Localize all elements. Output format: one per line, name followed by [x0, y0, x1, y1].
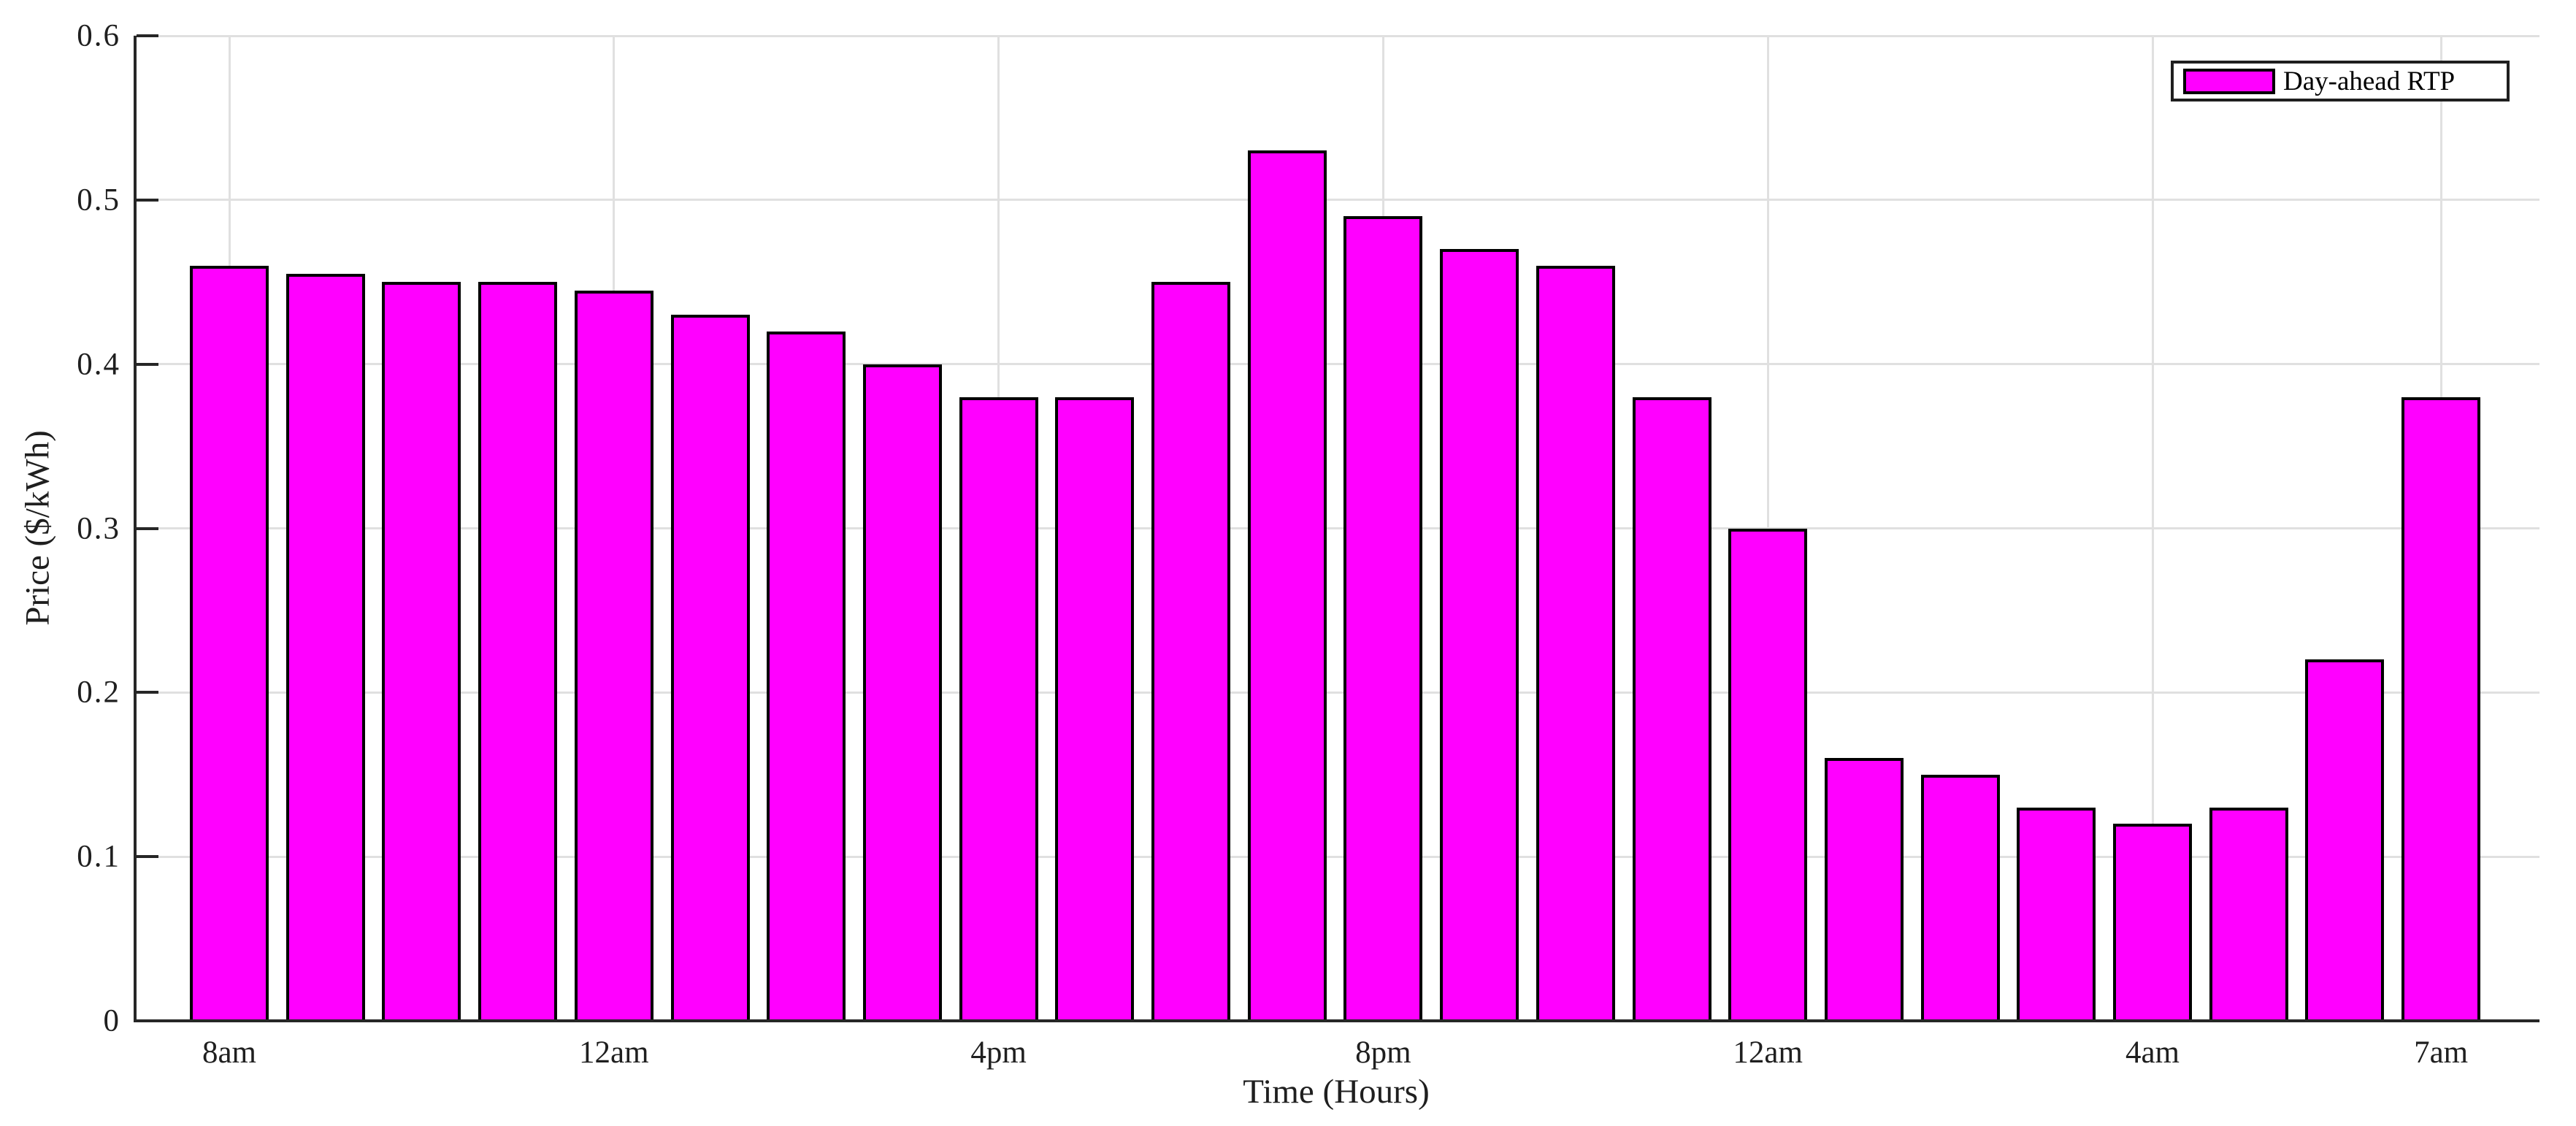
bar-8am	[190, 266, 269, 1022]
y-tick-mark-0.6	[137, 34, 158, 38]
h-gridline-0.3	[134, 527, 2539, 529]
y-tick-label-0.4: 0.4	[77, 347, 120, 382]
v-gridline-4am	[2151, 36, 2154, 1021]
bar-9am	[286, 274, 365, 1022]
y-tick-label-0: 0	[103, 1003, 120, 1038]
bar-2pm	[767, 332, 846, 1022]
bar-1pm	[671, 315, 750, 1022]
h-gridline-0.1	[134, 855, 2539, 858]
x-tick-label-4pm-8: 4pm	[970, 1035, 1027, 1070]
v-gridline-12am	[1766, 36, 1769, 1021]
y-tick-mark-0.1	[137, 855, 158, 859]
bar-6pm	[1151, 282, 1230, 1022]
bar-4pm	[959, 397, 1038, 1022]
x-tick-label-7am-23: 7am	[2414, 1035, 2469, 1070]
y-axis-line	[134, 36, 137, 1022]
y-tick-label-0.6: 0.6	[77, 18, 120, 53]
y-tick-label-0.5: 0.5	[77, 183, 120, 218]
y-tick-mark-0.5	[137, 198, 158, 202]
x-tick-label-8am-0: 8am	[202, 1035, 257, 1070]
x-axis-line	[134, 1019, 2539, 1022]
x-tick-label-4am-20: 4am	[2125, 1035, 2180, 1070]
x-tick-label-12am-4: 12am	[579, 1035, 649, 1070]
bar-12am	[575, 291, 653, 1022]
bar-1am	[1825, 758, 1904, 1022]
x-axis-title: Time (Hours)	[1243, 1073, 1430, 1111]
bar-3am	[2017, 808, 2096, 1022]
bar-10pm	[1536, 266, 1615, 1022]
bar-12am	[1728, 529, 1807, 1022]
y-axis-title: Price ($/kWh)	[18, 430, 57, 626]
h-gridline-0.4	[134, 363, 2539, 366]
bar-7pm	[1248, 150, 1327, 1022]
bar-10am	[382, 282, 461, 1022]
bar-7am	[2401, 397, 2480, 1022]
bar-3pm	[863, 364, 942, 1022]
bar-5pm	[1055, 397, 1134, 1022]
h-gridline-0.5	[134, 199, 2539, 202]
y-tick-label-0.3: 0.3	[77, 511, 120, 545]
h-gridline-0.6	[134, 34, 2539, 37]
bar-11pm	[1633, 397, 1711, 1022]
bar-8pm	[1343, 216, 1422, 1022]
bar-9pm	[1440, 249, 1519, 1022]
bar-6am	[2305, 659, 2384, 1022]
bar-5am	[2209, 808, 2288, 1022]
y-tick-mark-0.2	[137, 691, 158, 694]
y-tick-mark-0.3	[137, 526, 158, 530]
x-tick-label-8pm-12: 8pm	[1355, 1035, 1411, 1070]
bar-11am	[478, 282, 557, 1022]
y-tick-mark-0.4	[137, 362, 158, 366]
legend: Day-ahead RTP	[2171, 61, 2510, 102]
y-tick-label-0.2: 0.2	[77, 675, 120, 710]
x-tick-label-12am-16: 12am	[1733, 1035, 1803, 1070]
legend-swatch-day-ahead-rtp	[2183, 68, 2275, 94]
legend-label: Day-ahead RTP	[2283, 66, 2456, 96]
h-gridline-0.2	[134, 691, 2539, 694]
bar-4am	[2113, 824, 2192, 1022]
y-tick-label-0.1: 0.1	[77, 839, 120, 874]
bar-2am	[1921, 775, 2000, 1022]
